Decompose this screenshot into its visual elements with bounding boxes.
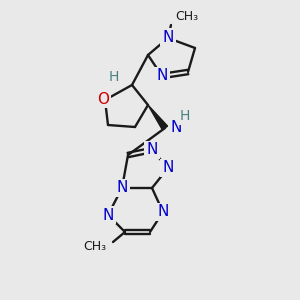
Text: N: N	[102, 208, 114, 223]
Text: N: N	[156, 68, 168, 83]
Text: H: H	[109, 70, 119, 84]
Text: N: N	[162, 160, 174, 175]
Text: N: N	[146, 142, 158, 158]
Text: N: N	[116, 181, 128, 196]
Text: H: H	[180, 109, 190, 123]
Text: CH₃: CH₃	[175, 11, 198, 23]
Text: CH₃: CH₃	[83, 239, 106, 253]
Text: N: N	[162, 29, 174, 44]
Text: N: N	[157, 205, 169, 220]
Text: N: N	[170, 119, 182, 134]
Polygon shape	[148, 105, 168, 130]
Text: O: O	[97, 92, 109, 106]
